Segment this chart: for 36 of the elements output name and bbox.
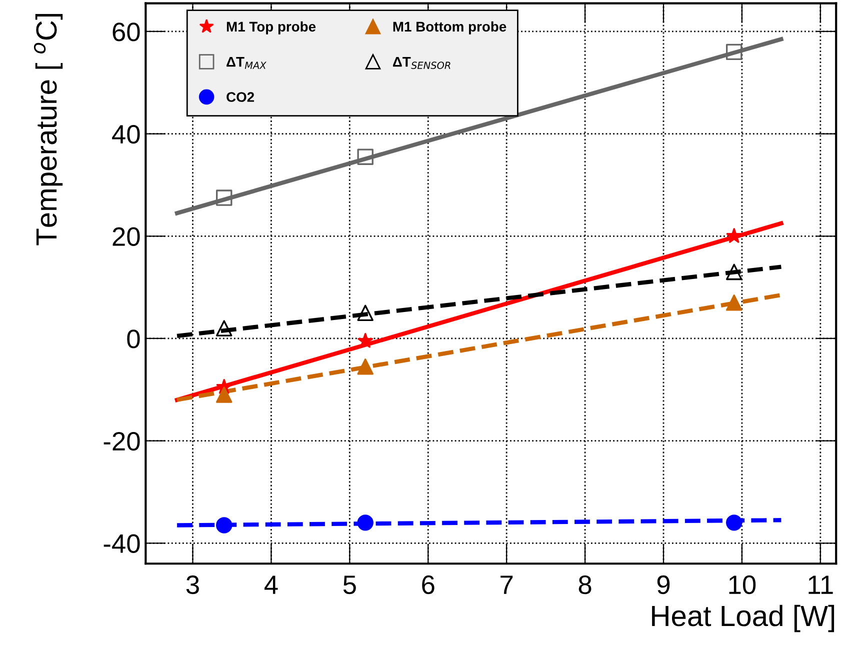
- point: [726, 44, 742, 60]
- y-tick-label: -20: [104, 432, 140, 451]
- x-tick-label: 5: [343, 576, 356, 594]
- point: [726, 514, 742, 531]
- x-tick-label: 8: [578, 575, 592, 594]
- point: [357, 514, 374, 531]
- y-tick-label: 0: [127, 330, 140, 348]
- point: [357, 304, 374, 322]
- x-tick-label: 4: [264, 576, 278, 594]
- y-tick-label: 60: [112, 22, 140, 42]
- point: [726, 228, 742, 243]
- x-tick-label: 10: [729, 575, 756, 594]
- point: [216, 320, 232, 336]
- x-tick-label: 6: [422, 575, 434, 594]
- x-tick-label: 7: [500, 576, 513, 594]
- point: [726, 264, 742, 280]
- legend-label: M1 Top probe: [226, 21, 316, 34]
- legend-label: CO2: [226, 92, 254, 102]
- point: [357, 358, 374, 375]
- x-tick-label: 9: [657, 575, 670, 594]
- point: [216, 386, 232, 403]
- y-tick-label: -40: [104, 534, 140, 553]
- legend-label: ΔT$_{SENSOR}$: [392, 57, 450, 70]
- point: [216, 517, 232, 534]
- point: [358, 332, 374, 348]
- legend-label: ΔT$_{MAX}$: [226, 57, 266, 69]
- y-tick-label: 20: [112, 227, 140, 246]
- y-axis-title: Temperature [ $^{o}$C]: [34, 14, 63, 246]
- x-axis-title: Heat Load [W]: [652, 604, 834, 632]
- point: [216, 190, 232, 206]
- point: [726, 294, 742, 311]
- x-tick-label: 11: [808, 576, 833, 594]
- point: [357, 148, 374, 165]
- y-tick-label: 40: [112, 124, 140, 144]
- x-tick-label: 3: [186, 575, 199, 594]
- legend-label: M1 Bottom probe: [393, 21, 506, 34]
